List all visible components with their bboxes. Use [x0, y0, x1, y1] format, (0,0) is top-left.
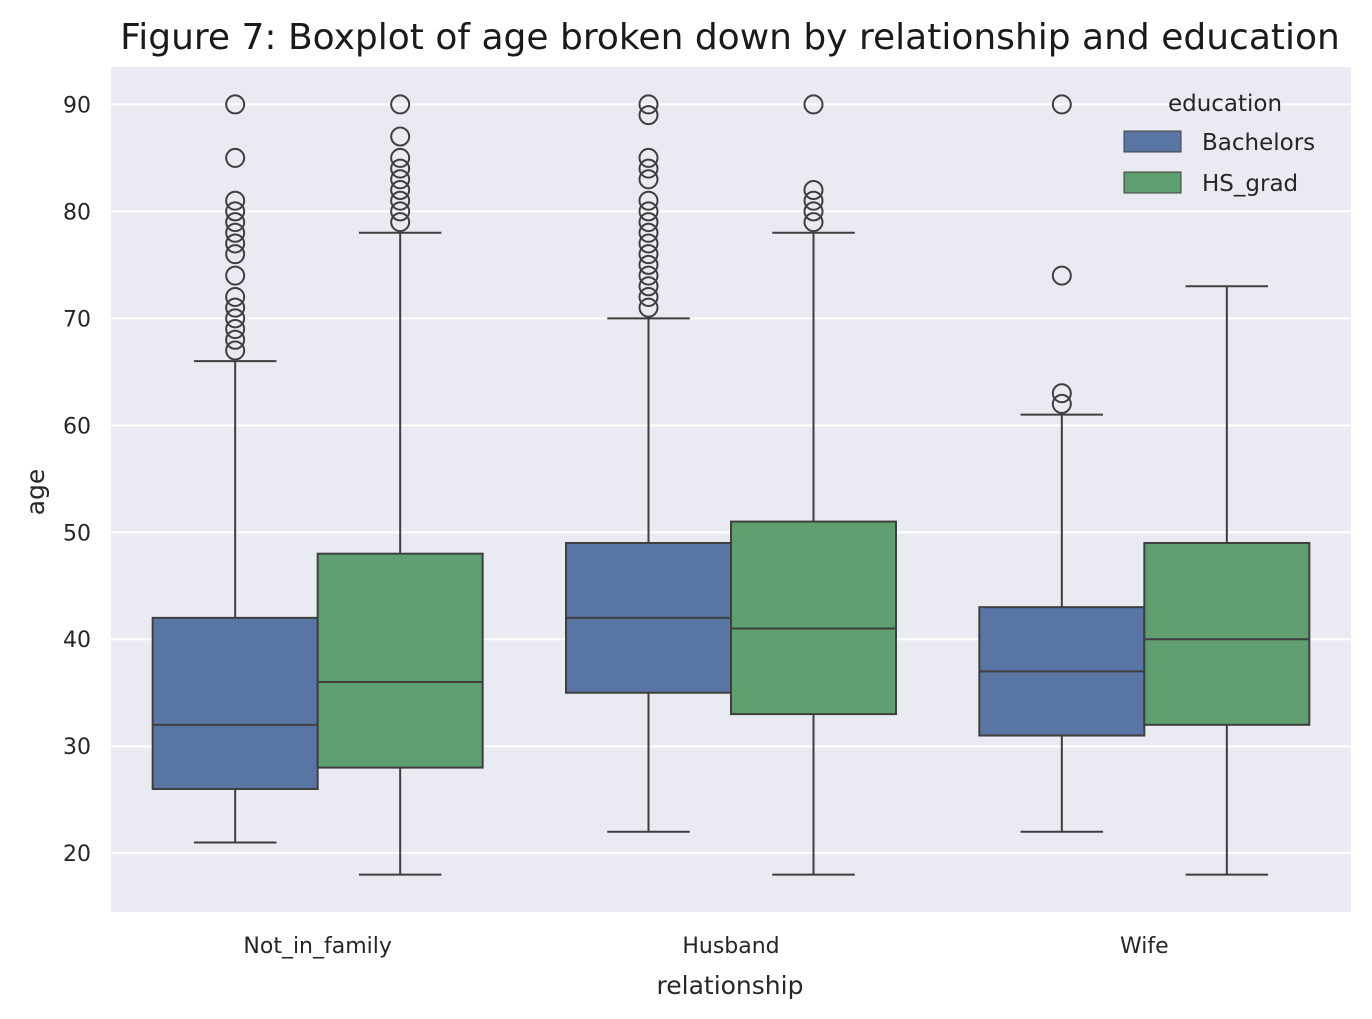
legend-label: HS_grad [1202, 171, 1298, 197]
y-tick-label: 50 [63, 521, 91, 546]
legend-label: Bachelors [1202, 130, 1315, 156]
y-tick-label: 20 [63, 842, 91, 867]
y-tick-label: 90 [63, 93, 91, 118]
y-axis-label: age [21, 469, 50, 516]
y-tick-label: 30 [63, 735, 91, 760]
x-tick-label: Not_in_family [243, 934, 392, 959]
plot-area: 20 30 40 50 60 70 80 90 Not_in_family Husband Wife [63, 67, 1351, 959]
y-tick-label: 70 [63, 307, 91, 332]
chart-title: Figure 7: Boxplot of age broken down by … [120, 17, 1340, 58]
y-tick-label: 80 [63, 200, 91, 225]
box-iqr [1144, 543, 1309, 725]
box-iqr [153, 618, 318, 789]
legend-swatch [1124, 172, 1181, 193]
box-iqr [318, 554, 483, 768]
box-iqr [731, 522, 896, 715]
x-tick-label: Wife [1120, 934, 1169, 959]
legend-swatch [1124, 131, 1181, 152]
y-tick-label: 40 [63, 628, 91, 653]
x-tick-label: Husband [682, 934, 779, 959]
legend-title: education [1168, 91, 1282, 117]
y-tick-label: 60 [63, 414, 91, 439]
x-axis-label: relationship [657, 971, 804, 1000]
